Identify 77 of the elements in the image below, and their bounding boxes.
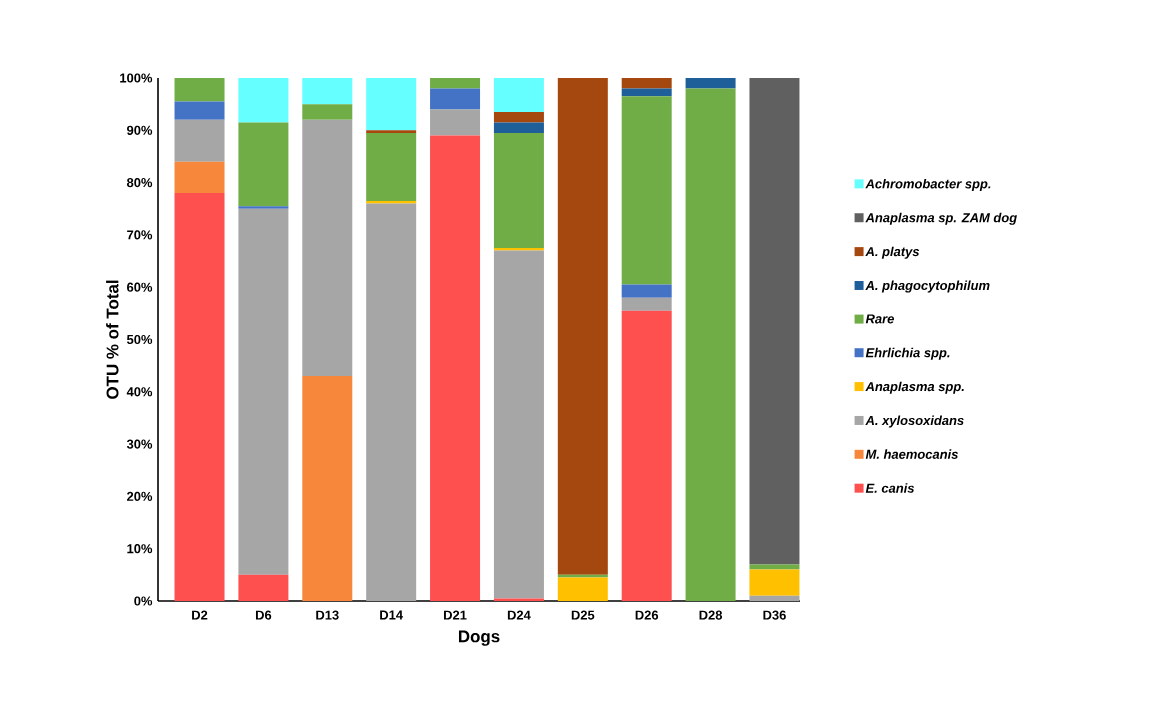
x-tick-label: D28: [699, 610, 723, 620]
bar: [557, 577, 608, 601]
bar: [238, 206, 289, 209]
x-tick-label: D21: [444, 610, 467, 620]
y-tick-label: 60%: [127, 282, 153, 292]
legend-label: Rare: [865, 314, 894, 324]
y-axis-title: OTU % of Total: [106, 280, 119, 399]
bar: [430, 109, 481, 136]
bar: [174, 78, 225, 102]
bar: [621, 96, 672, 285]
x-tick-label: D13: [316, 610, 339, 620]
bar: [493, 247, 544, 251]
y-tick-label: 30%: [126, 439, 153, 449]
bar: [493, 132, 544, 248]
bar: [302, 104, 353, 120]
legend-label: M. haemocanis: [865, 449, 958, 459]
bar: [174, 119, 225, 162]
x-tick-label: D2: [192, 610, 208, 620]
bar: [557, 78, 608, 575]
bar: [493, 111, 544, 123]
legend-label: E. canis: [865, 483, 915, 493]
bar: [493, 250, 544, 599]
bar: [430, 78, 481, 89]
bar: [621, 78, 672, 89]
y-tick-label: 20%: [127, 491, 153, 501]
bar: [749, 569, 800, 596]
bar: [238, 78, 289, 123]
y-tick-label: 70%: [127, 230, 153, 240]
bar: [366, 200, 417, 204]
x-tick-label: D14: [380, 610, 403, 620]
bar: [302, 376, 353, 601]
legend-label: Achromobacter spp.: [865, 178, 991, 192]
legend-label: A. phagocytophilum: [865, 280, 990, 293]
bar: [749, 78, 800, 565]
bar: [749, 564, 800, 570]
y-tick-label: 10%: [127, 544, 153, 554]
bar: [493, 78, 544, 112]
bar: [430, 135, 481, 601]
bar: [621, 310, 672, 601]
y-tick-label: 100%: [120, 73, 153, 83]
legend-label: A. xylosoxidans: [865, 415, 964, 428]
legend-label: Anaplasma spp.: [865, 381, 964, 394]
legend-label: Anaplasma sp. ZAM dog: [865, 212, 1017, 225]
bar: [685, 78, 736, 89]
x-tick-label: D6: [255, 610, 272, 620]
y-tick-label: 50%: [126, 334, 153, 345]
bar: [366, 203, 417, 601]
bar: [366, 130, 417, 133]
y-tick-label: 80%: [126, 178, 153, 188]
bar: [621, 297, 672, 311]
bar: [621, 284, 672, 298]
bar: [685, 88, 736, 601]
bar: [749, 595, 800, 601]
x-tick-label: D36: [763, 610, 786, 620]
bar: [238, 208, 289, 575]
y-tick-label: 40%: [126, 387, 153, 397]
bar: [238, 574, 289, 601]
bar: [238, 122, 289, 207]
bar: [493, 598, 544, 601]
y-tick-label: 0%: [134, 596, 153, 606]
y-tick-label: 90%: [127, 125, 153, 135]
bar: [366, 132, 417, 201]
bar: [366, 78, 417, 131]
bar: [174, 101, 225, 120]
bar: [302, 119, 353, 377]
x-axis-title: Dogs: [458, 630, 500, 646]
bar: [302, 78, 353, 105]
bar: [174, 193, 225, 601]
legend-label: Ehrlichia spp.: [865, 347, 950, 360]
bar: [174, 161, 225, 194]
x-tick-label: D25: [571, 610, 595, 620]
bar: [493, 122, 544, 133]
bar: [430, 88, 481, 110]
bar: [621, 88, 672, 97]
x-tick-label: D26: [635, 610, 659, 620]
x-tick-label: D24: [507, 610, 531, 620]
legend-label: A. platys: [865, 246, 920, 259]
